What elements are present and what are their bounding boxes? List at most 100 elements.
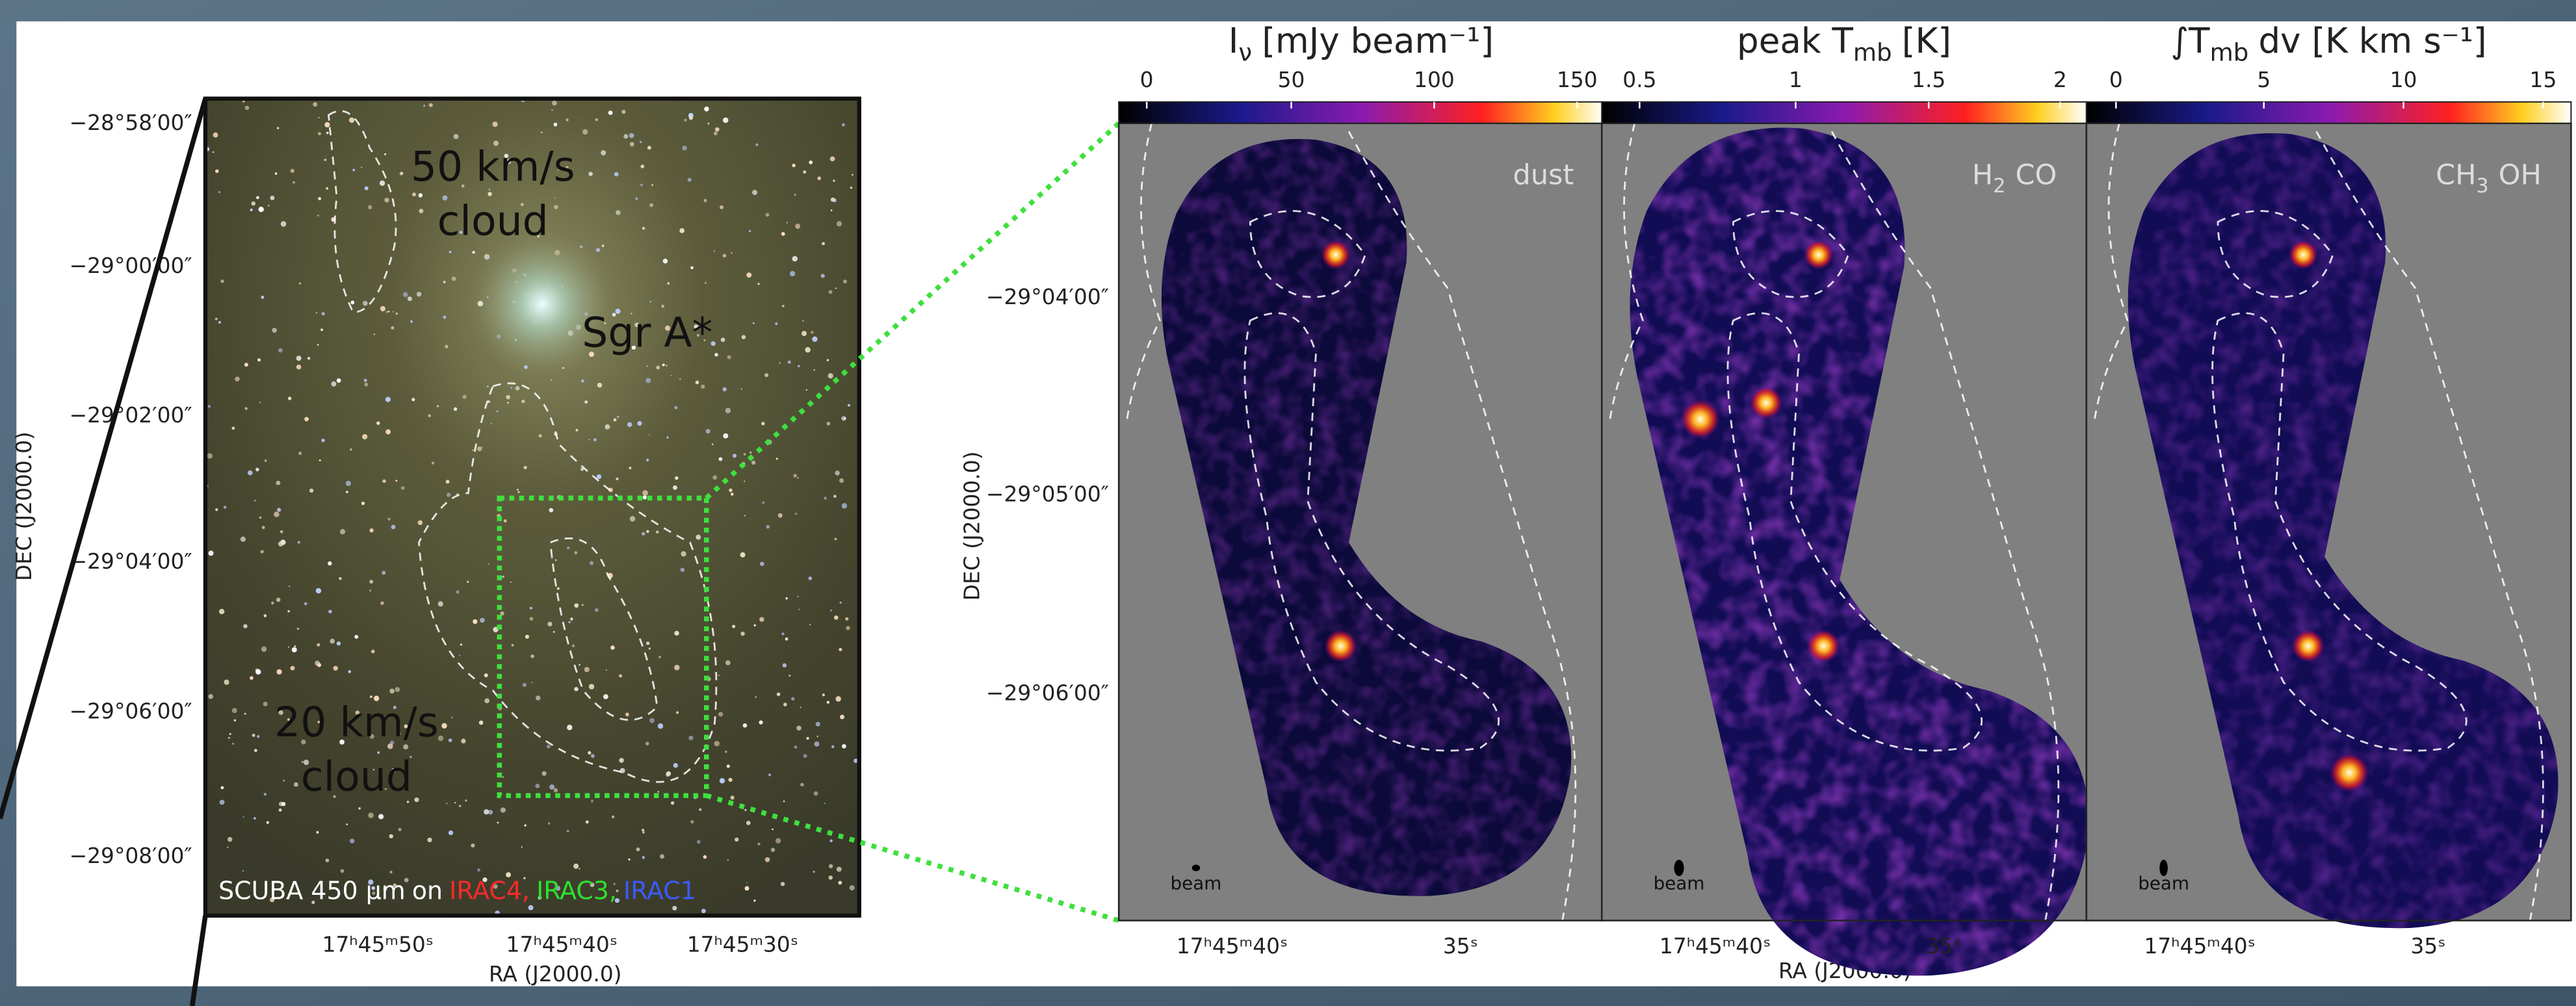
star (307, 357, 310, 360)
star (488, 192, 491, 196)
figure: 50 km/s cloud Sgr A* 20 km/s cloud SCUBA… (0, 0, 2576, 1006)
star (541, 132, 542, 133)
colorbar-tick-label: 1.5 (1912, 67, 1945, 92)
star (656, 366, 660, 370)
star (608, 110, 613, 115)
colorbar-title-main: peak T (1737, 21, 1853, 61)
colorbar-tick-label: 150 (1557, 67, 1598, 92)
star (477, 868, 480, 871)
star (772, 829, 774, 831)
star (674, 406, 677, 409)
star (352, 169, 355, 172)
star (812, 337, 817, 342)
star (219, 609, 224, 614)
star (393, 311, 394, 313)
star (554, 788, 558, 793)
star (324, 122, 330, 127)
star (785, 597, 787, 599)
star (358, 807, 360, 809)
star (341, 869, 345, 873)
colorbar (2087, 102, 2571, 123)
star (298, 541, 300, 544)
star (798, 477, 799, 478)
star (454, 134, 459, 139)
y-tick-label: −29°05′00″ (986, 481, 1109, 506)
star (523, 683, 527, 687)
star (316, 312, 317, 313)
star (491, 423, 492, 424)
star (667, 282, 670, 285)
star (718, 457, 722, 461)
star (630, 142, 634, 146)
star (614, 419, 617, 422)
star (640, 184, 643, 187)
star (257, 358, 261, 361)
star (471, 844, 475, 847)
star (603, 694, 608, 699)
star (318, 117, 319, 118)
star (759, 721, 763, 725)
star (400, 172, 404, 175)
star (553, 631, 555, 633)
star (744, 515, 746, 517)
star (636, 847, 640, 851)
colorbar-title-main: I (1229, 21, 1239, 61)
map-panel: 051015∫Tmbdv [K km s⁻¹]CH3OHbeam17ʰ45ᵐ40… (2087, 21, 2571, 959)
panel-label-sub: 3 (2477, 175, 2489, 198)
star (460, 643, 462, 645)
beam (1192, 864, 1201, 871)
star (213, 151, 215, 153)
panel-label-sub: 2 (1993, 175, 2005, 198)
star (744, 809, 746, 811)
star (696, 381, 699, 385)
star (761, 422, 764, 425)
star (423, 105, 425, 107)
star (630, 516, 636, 522)
star (259, 517, 261, 519)
star (245, 106, 250, 110)
star (350, 301, 354, 305)
star (783, 801, 785, 802)
annotation: cloud (301, 753, 412, 801)
star (788, 361, 791, 364)
star (701, 909, 706, 913)
star (337, 378, 341, 383)
x-tick-label: 17ʰ45ᵐ50ˢ (322, 932, 434, 957)
star (840, 602, 842, 604)
star (584, 400, 588, 404)
star (346, 823, 348, 825)
star (688, 178, 692, 182)
star (606, 669, 607, 671)
star (419, 193, 423, 197)
hot-spot (2292, 630, 2325, 663)
star (551, 109, 553, 110)
star (601, 150, 606, 155)
star (333, 666, 338, 671)
star (840, 715, 844, 719)
star (645, 742, 649, 745)
star (839, 478, 844, 483)
star (827, 701, 829, 703)
star (321, 439, 324, 442)
x-tick-label: 35ˢ (1926, 933, 1961, 959)
star (316, 588, 321, 593)
star (581, 380, 584, 383)
star (749, 452, 751, 454)
star (582, 604, 584, 606)
star (254, 500, 255, 501)
star (814, 369, 815, 370)
star (555, 560, 557, 561)
colorbar-tick-label: 5 (2257, 67, 2270, 92)
page: {"left_panel":{ "y_ticks":["−28°58′00″",… (0, 0, 2576, 1006)
colorbar-title: peak Tmb[K] (1737, 21, 1951, 67)
hot-spot (1807, 630, 1840, 663)
star (384, 198, 389, 202)
star (443, 281, 446, 283)
star (401, 486, 405, 490)
star (593, 438, 597, 441)
star (785, 638, 788, 641)
star (627, 422, 632, 427)
star (651, 184, 653, 186)
panel-label-rest: OH (2499, 159, 2542, 191)
star (449, 738, 452, 742)
